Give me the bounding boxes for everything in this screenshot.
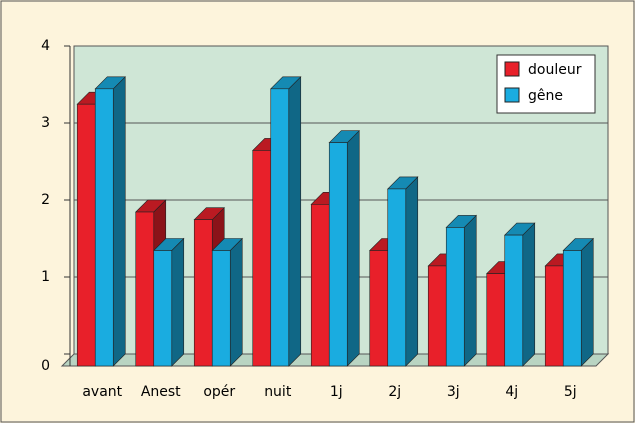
legend-label: douleur bbox=[528, 62, 582, 78]
bar bbox=[135, 211, 155, 367]
bar bbox=[76, 103, 96, 367]
x-tick-label: Anest bbox=[141, 384, 181, 400]
bar bbox=[369, 250, 389, 367]
y-tick-label: 3 bbox=[41, 115, 50, 131]
bar bbox=[211, 250, 231, 367]
bar bbox=[504, 234, 524, 367]
bar bbox=[310, 204, 330, 367]
bar bbox=[445, 227, 465, 367]
bar bbox=[94, 88, 114, 367]
x-tick-label: nuit bbox=[264, 384, 292, 400]
legend-swatch bbox=[504, 61, 520, 77]
bar-side bbox=[171, 237, 185, 367]
bar bbox=[486, 273, 506, 367]
bar bbox=[270, 88, 290, 367]
bar bbox=[562, 250, 582, 367]
x-tick-label: 4j bbox=[505, 384, 518, 400]
bar bbox=[252, 150, 272, 367]
legend-swatch bbox=[504, 87, 520, 103]
bar-side bbox=[522, 222, 536, 367]
bar bbox=[387, 188, 407, 367]
x-tick-label: 2j bbox=[388, 384, 401, 400]
x-tick-label: avant bbox=[82, 384, 122, 400]
y-tick-label: 4 bbox=[41, 38, 50, 54]
x-tick-label: opér bbox=[203, 384, 235, 400]
x-tick-label: 3j bbox=[447, 384, 460, 400]
y-tick-label: 2 bbox=[41, 192, 50, 208]
bar bbox=[328, 142, 348, 367]
x-tick-label: 1j bbox=[330, 384, 343, 400]
bar-side bbox=[405, 176, 419, 367]
x-tick-label: 5j bbox=[564, 384, 577, 400]
bar bbox=[193, 219, 213, 367]
y-tick-label: 1 bbox=[41, 269, 50, 285]
bar-side bbox=[463, 214, 477, 367]
y-tick-label: 0 bbox=[41, 358, 50, 374]
bar-side bbox=[580, 237, 594, 367]
bar bbox=[544, 265, 564, 367]
bar bbox=[153, 250, 173, 367]
bar-side bbox=[229, 237, 243, 367]
bar bbox=[427, 265, 447, 367]
bar-side bbox=[112, 76, 126, 367]
legend-label: gêne bbox=[528, 88, 563, 104]
bar-side bbox=[288, 76, 302, 367]
bar-side bbox=[346, 129, 360, 367]
